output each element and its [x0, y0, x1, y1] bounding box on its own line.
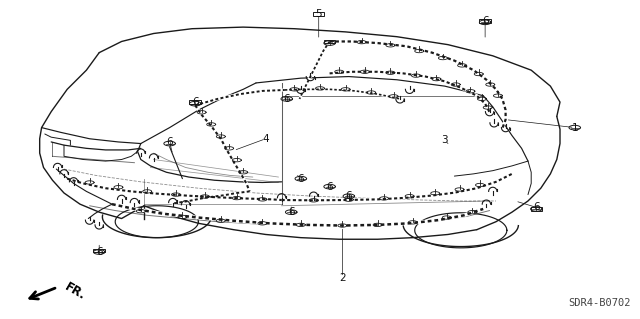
Text: 6: 6	[346, 191, 352, 201]
Text: 6: 6	[192, 97, 198, 107]
Text: 5: 5	[316, 9, 322, 19]
Text: 6: 6	[166, 137, 173, 147]
Bar	[531, 207, 542, 211]
Text: 3: 3	[442, 135, 448, 145]
Text: FR.: FR.	[63, 281, 88, 303]
Text: 6: 6	[288, 207, 294, 217]
Bar	[479, 19, 491, 23]
Text: 6: 6	[298, 174, 304, 184]
Text: 6: 6	[284, 94, 290, 104]
Text: 6: 6	[482, 16, 488, 26]
Bar	[93, 249, 105, 252]
Bar	[189, 100, 201, 104]
Text: 1: 1	[572, 122, 578, 133]
Text: SDR4-B0702: SDR4-B0702	[568, 298, 630, 308]
Text: 6: 6	[96, 247, 102, 257]
Bar	[324, 40, 335, 43]
Bar	[313, 12, 324, 16]
Text: 2: 2	[339, 272, 346, 283]
Text: 6: 6	[326, 182, 333, 192]
Text: 4: 4	[262, 134, 269, 144]
Text: 6: 6	[533, 202, 540, 212]
